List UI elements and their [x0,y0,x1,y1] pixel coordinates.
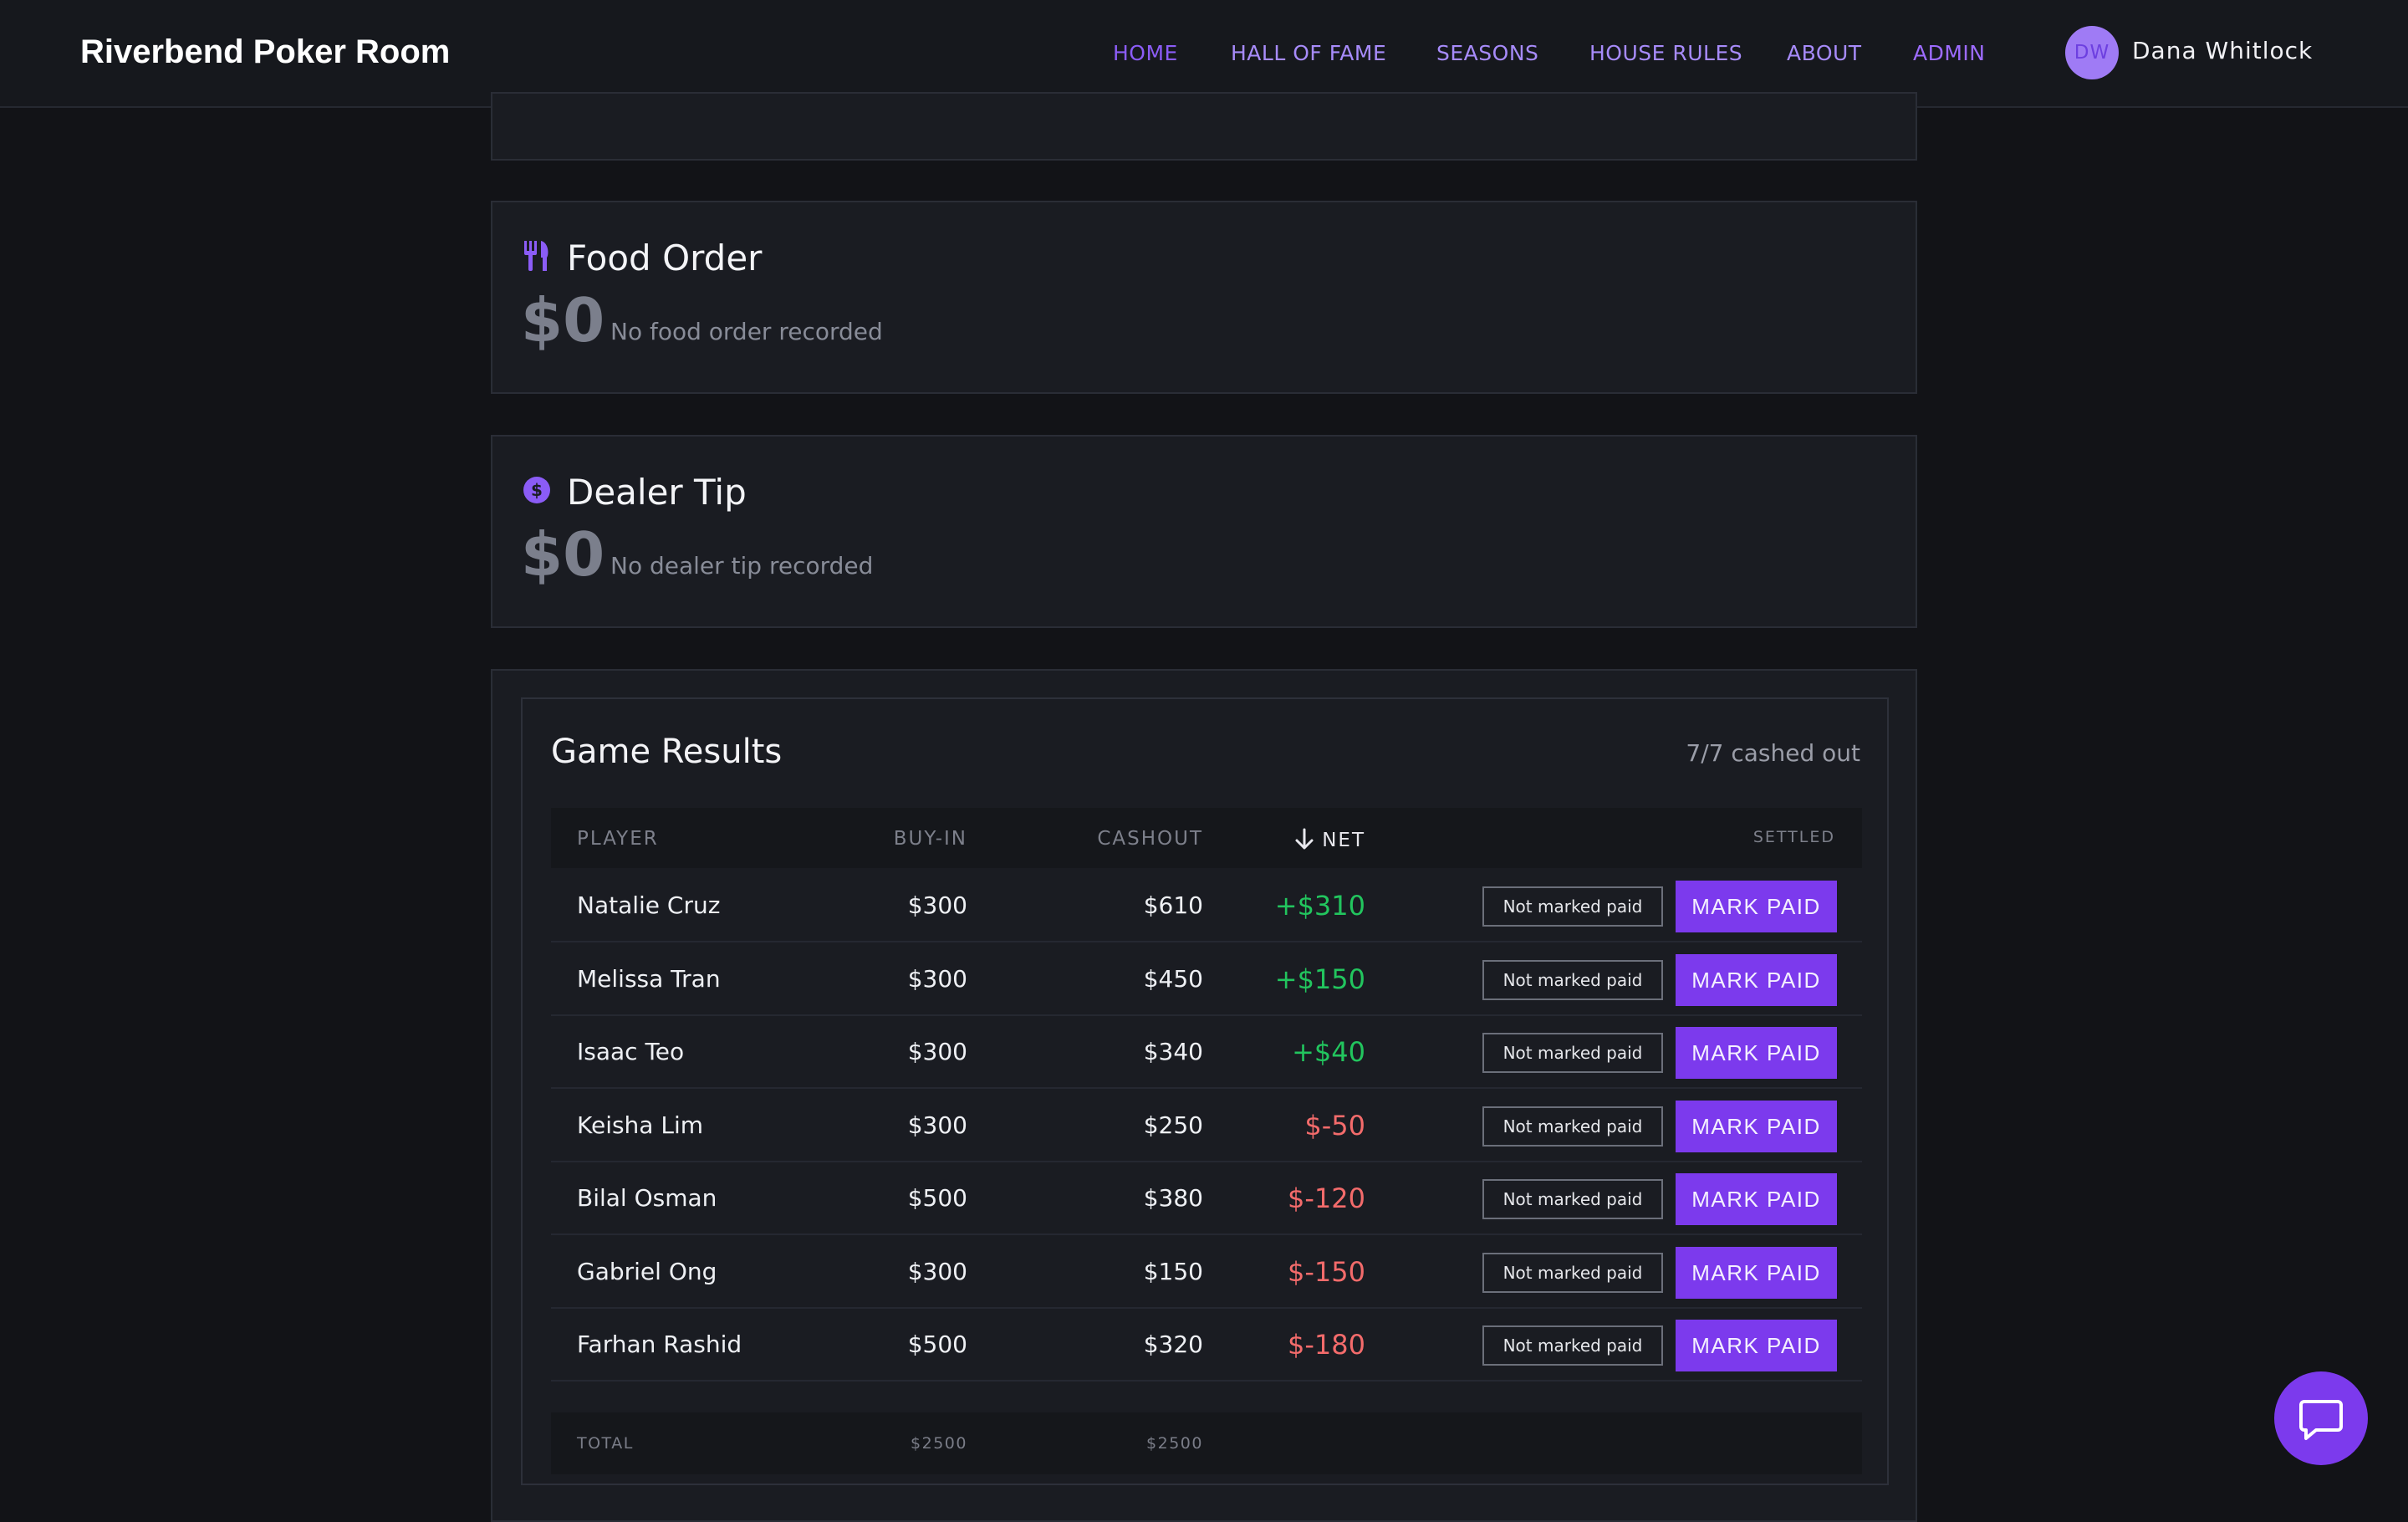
cashout-value: $380 [1143,1184,1203,1212]
player-name: Isaac Teo [577,1038,685,1065]
brand-logo[interactable]: Riverbend Poker Room [80,33,451,70]
cashout-value: $610 [1143,891,1203,919]
mark-paid-button[interactable]: MARK PAID [1676,1246,1837,1299]
game-results-card: Game Results 7/7 cashed out PLAYER BUY-I… [521,697,1889,1485]
total-label: TOTAL [577,1434,634,1453]
paid-status-badge: Not marked paid [1482,959,1663,1000]
arrow-down-icon [1295,828,1314,850]
food-order-panel: Food Order $0 No food order recorded [491,201,1917,394]
nav-house-rules[interactable]: HOUSE RULES [1589,41,1743,65]
top-nav: Riverbend Poker Room HOME HALL OF FAME S… [0,0,2408,108]
paid-status-badge: Not marked paid [1482,1106,1663,1147]
table-row: Natalie Cruz $300 $610 +$310 Not marked paid… [551,870,1862,942]
cashout-value: $320 [1143,1330,1203,1358]
buyin-value: $500 [907,1330,967,1358]
player-name: Melissa Tran [577,964,721,993]
header-cashout[interactable]: CASHOUT [1097,828,1203,850]
paid-status-badge: Not marked paid [1482,1033,1663,1073]
mark-paid-button[interactable]: MARK PAID [1676,953,1837,1006]
game-results-panel: Game Results 7/7 cashed out PLAYER BUY-I… [491,669,1917,1522]
chat-bubble-icon [2299,1400,2343,1440]
buyin-value: $300 [907,1257,967,1285]
nav-hall-of-fame[interactable]: HALL OF FAME [1231,41,1387,65]
dealer-tip-title: Dealer Tip [567,472,747,513]
total-cashout: $2500 [1146,1434,1203,1453]
food-order-amount: $0 [521,285,605,355]
dealer-tip-note: No dealer tip recorded [610,552,874,580]
net-value: $-180 [1288,1329,1365,1361]
paid-status-badge: Not marked paid [1482,1252,1663,1293]
header-player[interactable]: PLAYER [577,828,659,850]
paid-status-badge: Not marked paid [1482,886,1663,927]
header-settled: SETTLED [1752,828,1835,846]
player-name: Farhan Rashid [577,1330,742,1358]
avatar: DW [2065,26,2119,79]
table-row: Bilal Osman $500 $380 $-120 Not marked paid M… [551,1162,1862,1235]
dealer-tip-amount: $0 [521,519,605,590]
cashout-value: $150 [1143,1257,1203,1285]
total-buyin: $2500 [911,1434,967,1453]
player-name: Gabriel Ong [577,1257,717,1285]
net-value: $-120 [1288,1182,1365,1214]
buyin-value: $300 [907,964,967,993]
svg-text:$: $ [531,480,543,500]
table-header: PLAYER BUY-IN CASHOUT NET SETTLED [551,808,1862,868]
cashed-out-count: 7/7 cashed out [1686,739,1860,767]
header-buyin[interactable]: BUY-IN [893,828,967,850]
dealer-tip-panel: $ Dealer Tip $0 No dealer tip recorded [491,435,1917,628]
net-value: +$310 [1274,890,1365,922]
fork-knife-icon [524,241,548,271]
buyin-value: $300 [907,1111,967,1139]
mark-paid-button[interactable]: MARK PAID [1676,1173,1837,1225]
net-value: $-50 [1304,1109,1365,1142]
nav-seasons[interactable]: SEASONS [1436,41,1539,65]
nav-admin[interactable]: ADMIN [1913,41,1986,65]
user-name: Dana Whitlock [2132,37,2314,64]
cashout-value: $450 [1143,964,1203,993]
player-name: Bilal Osman [577,1184,717,1212]
mark-paid-button[interactable]: MARK PAID [1676,1320,1837,1371]
table-row: Gabriel Ong $300 $150 $-150 Not marked paid M… [551,1236,1862,1309]
chat-button[interactable] [2274,1371,2368,1465]
mark-paid-button[interactable]: MARK PAID [1676,881,1837,932]
paid-status-badge: Not marked paid [1482,1179,1663,1219]
nav-home[interactable]: HOME [1113,41,1178,65]
table-row: Melissa Tran $300 $450 +$150 Not marked paid… [551,943,1862,1016]
table-footer: TOTAL $2500 $2500 [551,1412,1862,1474]
food-order-note: No food order recorded [610,318,883,345]
mark-paid-button[interactable]: MARK PAID [1676,1100,1837,1152]
nav-about[interactable]: ABOUT [1787,41,1862,65]
table-row: Keisha Lim $300 $250 $-50 Not marked paid MAR… [551,1090,1862,1162]
buyin-value: $300 [907,891,967,919]
cashout-value: $250 [1143,1111,1203,1139]
header-net-label: NET [1322,830,1365,851]
table-row: Farhan Rashid $500 $320 $-180 Not marked pai… [551,1309,1862,1382]
food-order-title: Food Order [567,237,763,278]
buyin-value: $500 [907,1184,967,1212]
player-name: Natalie Cruz [577,891,721,919]
net-value: +$40 [1292,1036,1365,1068]
header-net[interactable]: NET [1293,828,1365,851]
player-name: Keisha Lim [577,1111,704,1139]
mark-paid-button[interactable]: MARK PAID [1676,1027,1837,1079]
table-row: Isaac Teo $300 $340 +$40 Not marked paid MARK… [551,1016,1862,1089]
game-results-title: Game Results [551,733,783,771]
previous-panel [491,92,1917,161]
dollar-coin-icon: $ [523,477,550,503]
cashout-value: $340 [1143,1038,1203,1065]
buyin-value: $300 [907,1038,967,1065]
paid-status-badge: Not marked paid [1482,1325,1663,1366]
net-value: $-150 [1288,1255,1365,1288]
net-value: +$150 [1274,963,1365,995]
